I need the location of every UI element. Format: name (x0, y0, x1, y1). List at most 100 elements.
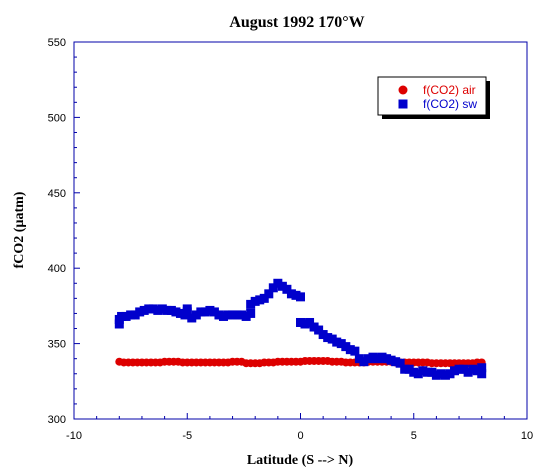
sw-point (268, 283, 278, 293)
sw-point (209, 307, 219, 317)
x-tick-label: 0 (297, 430, 303, 442)
data-series (114, 278, 487, 380)
sw-point (445, 369, 455, 379)
sw-point (309, 322, 319, 332)
sw-point (463, 367, 473, 377)
sw-point (477, 369, 487, 379)
sw-point (259, 293, 269, 303)
sw-point (422, 367, 432, 377)
sw-point (126, 310, 136, 320)
sw-point (472, 366, 482, 376)
x-axis: -10 -5 0 5 10 (66, 413, 533, 442)
x-axis-label: Latitude (S --> N) (247, 453, 354, 468)
sw-point (373, 354, 383, 364)
sw-point (175, 308, 185, 318)
sw-point (459, 364, 469, 374)
sw-point (182, 307, 192, 317)
series-1 (114, 278, 487, 380)
sw-point (454, 364, 464, 374)
sw-point (413, 369, 423, 379)
sw-point (166, 305, 176, 315)
legend-air-marker (398, 85, 408, 95)
sw-point (191, 310, 201, 320)
sw-point (205, 305, 215, 315)
y-tick-label: 500 (48, 112, 66, 124)
sw-point (162, 305, 172, 315)
series-0 (115, 356, 486, 368)
sw-point (130, 310, 140, 320)
x-tick-label: -5 (182, 430, 192, 442)
sw-point (223, 310, 233, 320)
sw-point (318, 330, 328, 340)
sw-point (286, 289, 296, 299)
y-tick-label: 300 (48, 414, 66, 426)
sw-point (386, 355, 396, 365)
legend-box (377, 76, 487, 116)
sw-point (187, 313, 197, 323)
sw-point (171, 307, 181, 317)
sw-point (135, 307, 145, 317)
sw-point (377, 352, 387, 362)
sw-point (341, 342, 351, 352)
sw-point (157, 304, 167, 314)
sw-point (264, 289, 274, 299)
sw-point (359, 357, 369, 367)
sw-point (153, 305, 163, 315)
sw-point (418, 366, 428, 376)
sw-point (148, 304, 158, 314)
y-tick-label: 350 (48, 339, 66, 351)
chart-title: August 1992 170°W (229, 14, 364, 31)
x-tick-label: -10 (66, 430, 82, 442)
sw-point (246, 299, 256, 309)
sw-point (332, 337, 342, 347)
y-axis: 300 350 400 450 500 550 (48, 37, 80, 426)
sw-point (218, 311, 228, 321)
sw-point (246, 308, 256, 318)
sw-point (228, 310, 238, 320)
sw-point (296, 317, 305, 327)
sw-point (404, 364, 414, 374)
legend-air-label: f(CO2) air (423, 83, 476, 97)
x-tick-label: 10 (521, 430, 533, 442)
sw-point (345, 345, 355, 355)
sw-point (196, 307, 206, 317)
sw-point (291, 290, 301, 300)
sw-point (440, 370, 450, 380)
sw-point (327, 334, 337, 344)
y-axis-label: fCO2 (µatm) (12, 191, 27, 268)
sw-point (214, 310, 224, 320)
sw-point (314, 325, 324, 335)
sw-point (468, 364, 478, 374)
sw-point (305, 317, 315, 327)
sw-point (144, 304, 154, 314)
sw-point (232, 310, 242, 320)
sw-point (241, 311, 251, 321)
sw-point (250, 296, 260, 306)
sw-point (368, 352, 378, 362)
sw-point (409, 367, 419, 377)
sw-point (477, 363, 487, 373)
y-tick-label: 550 (48, 37, 66, 49)
x-tick-label: 5 (411, 430, 417, 442)
sw-point (382, 354, 392, 364)
sw-point (200, 307, 210, 317)
sw-point (139, 305, 149, 315)
sw-point (114, 319, 124, 329)
sw-point (117, 311, 127, 321)
legend-sw-marker (398, 99, 408, 109)
legend-sw-label: f(CO2) sw (423, 97, 477, 111)
sw-point (296, 292, 305, 302)
sw-point (300, 319, 310, 329)
sw-point (273, 278, 283, 288)
sw-point (282, 284, 292, 294)
sw-point (323, 333, 333, 343)
sw-point (395, 358, 405, 368)
sw-point (237, 310, 247, 320)
sw-point (363, 354, 373, 364)
legend: f(CO2) air f(CO2) sw (377, 76, 490, 119)
sw-point (400, 364, 410, 374)
y-tick-label: 400 (48, 263, 66, 275)
sw-point (350, 346, 360, 356)
sw-point (391, 357, 401, 367)
